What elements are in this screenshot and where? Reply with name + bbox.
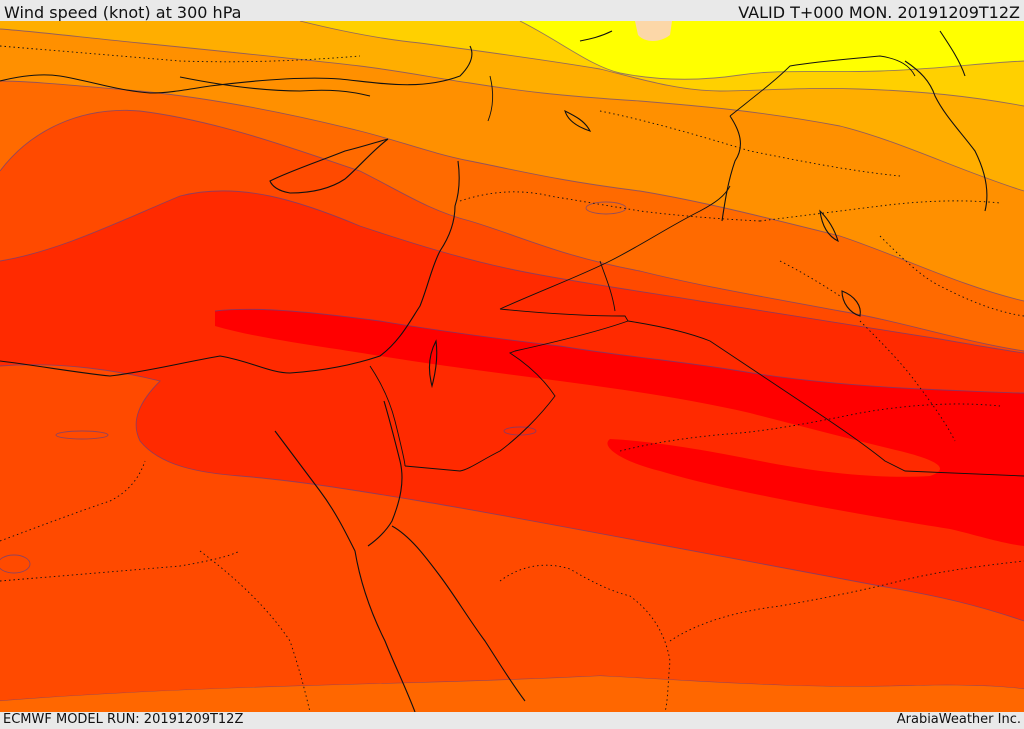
coastlines — [0, 30, 988, 712]
speed-band-pale — [635, 21, 672, 41]
small-contour-north — [585, 201, 627, 215]
speed-band-red-max — [215, 309, 1024, 546]
borders — [0, 45, 1024, 712]
small-contour-west — [55, 430, 109, 440]
chart-title: Wind speed (knot) at 300 hPa — [4, 3, 242, 22]
speed-band-red — [0, 190, 1024, 622]
footer-bar: ECMWF MODEL RUN: 20191209T12Z ArabiaWeat… — [0, 712, 1024, 729]
small-contour-southwest — [0, 554, 31, 574]
valid-time: VALID T+000 MON. 20191209T12Z — [738, 3, 1020, 22]
header-bar: Wind speed (knot) at 300 hPa VALID T+000… — [0, 0, 1024, 22]
wind-speed-map[interactable] — [0, 21, 1024, 712]
model-run-label: ECMWF MODEL RUN: 20191209T12Z — [3, 712, 244, 727]
map-canvas — [0, 21, 1024, 712]
speed-band-bottom — [0, 676, 1024, 712]
credit-label: ArabiaWeather Inc. — [896, 712, 1021, 727]
